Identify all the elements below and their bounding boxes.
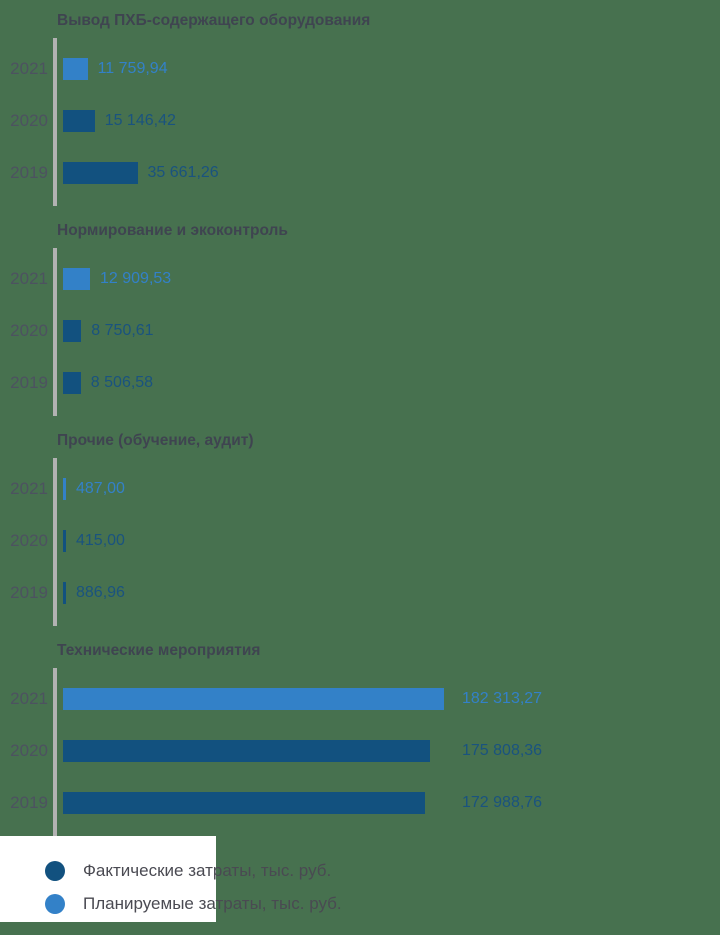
value-label: 8 750,61 — [91, 322, 154, 339]
year-tick-2019: 2019 — [10, 793, 48, 812]
value-label: 175 808,36 — [462, 742, 543, 759]
bar-2019[interactable] — [63, 792, 425, 814]
value-label: 8 506,58 — [90, 374, 154, 391]
year-tick-2020: 2020 — [10, 111, 48, 130]
year-tick-2020: 2020 — [10, 321, 48, 340]
legend-dot-planned-icon — [45, 894, 65, 914]
section-title: Вывод ПХБ-содержащего оборудования — [57, 12, 371, 29]
value-label: 886,96 — [76, 584, 125, 601]
section-title: Технические мероприятия — [57, 642, 261, 659]
y-axis-line — [53, 668, 57, 836]
year-tick-2021: 2021 — [10, 59, 48, 78]
year-tick-2019: 2019 — [10, 163, 48, 182]
legend-item-label: Планируемые затраты, тыс. руб. — [83, 894, 342, 913]
chart-section-3: Технические мероприятия 2021 182 313,27 202… — [0, 638, 720, 848]
year-tick-2019: 2019 — [10, 373, 48, 392]
value-label: 12 909,53 — [100, 270, 172, 287]
value-label: 415,00 — [76, 532, 125, 549]
bar-2020[interactable] — [63, 110, 95, 132]
value-label: 35 661,26 — [147, 164, 219, 181]
year-tick-2021: 2021 — [10, 479, 48, 498]
legend: Фактические затраты, тыс. руб. Планируемы… — [0, 836, 342, 922]
bar-2020[interactable] — [63, 740, 431, 762]
value-label: 172 988,76 — [462, 794, 543, 811]
chart-section-0: Вывод ПХБ-содержащего оборудования 2021 11… — [0, 8, 720, 218]
value-label: 11 759,94 — [97, 60, 168, 77]
bar-2020[interactable] — [63, 320, 82, 342]
value-label: 487,00 — [76, 480, 125, 497]
bar-2021[interactable] — [63, 58, 88, 80]
bar-2019[interactable] — [63, 582, 66, 604]
bar-2019[interactable] — [63, 162, 138, 184]
y-axis-line — [53, 38, 57, 206]
year-tick-2020: 2020 — [10, 531, 48, 550]
year-tick-2021: 2021 — [10, 689, 48, 708]
value-label: 182 313,27 — [462, 690, 543, 707]
year-tick-2019: 2019 — [10, 583, 48, 602]
bar-2021[interactable] — [63, 688, 444, 710]
bar-2021[interactable] — [63, 268, 90, 290]
bar-2020[interactable] — [63, 530, 66, 552]
y-axis-line — [53, 458, 57, 626]
y-axis-line — [53, 248, 57, 416]
legend-item-label: Фактические затраты, тыс. руб. — [83, 861, 332, 880]
year-tick-2021: 2021 — [10, 269, 48, 288]
year-tick-2020: 2020 — [10, 741, 48, 760]
bar-2019[interactable] — [63, 372, 81, 394]
value-label: 15 146,42 — [104, 112, 176, 129]
legend-item-planned[interactable]: Планируемые затраты, тыс. руб. — [45, 894, 342, 914]
legend-dot-actual-icon — [45, 861, 65, 881]
legend-item-actual[interactable]: Фактические затраты, тыс. руб. — [45, 861, 331, 881]
bar-2021[interactable] — [63, 478, 66, 500]
section-title: Нормирование и экоконтроль — [57, 222, 288, 239]
chart-section-1: Нормирование и экоконтроль 2021 12 909,53 2… — [0, 218, 720, 428]
section-title: Прочие (обучение, аудит) — [57, 432, 254, 449]
chart-section-2: Прочие (обучение, аудит) 2021 487,00 2020 41… — [0, 428, 720, 638]
